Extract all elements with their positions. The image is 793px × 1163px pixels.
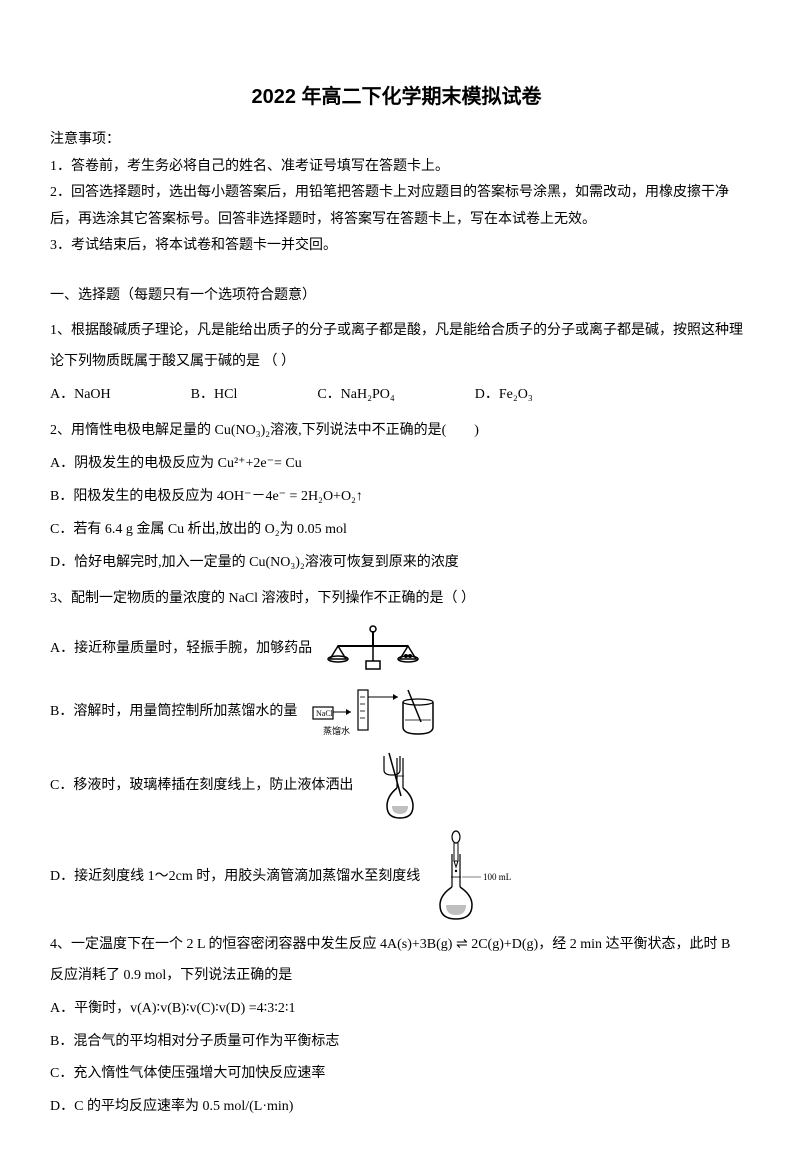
q1-opt-a: A．NaOH bbox=[50, 380, 111, 411]
q2-opt-a: A．阴极发生的电极反应为 Cu²⁺+2e⁻= Cu bbox=[50, 449, 743, 480]
notice-line-2: 2．回答选择题时，选出每小题答案后，用铅笔把答题卡上对应题目的答案标号涂黑，如需… bbox=[50, 180, 743, 233]
notice-block: 注意事项： 1．答卷前，考生务必将自己的姓名、准考证号填写在答题卡上。 2．回答… bbox=[50, 127, 743, 260]
q2-opt-c: C．若有 6.4 g 金属 Cu 析出,放出的 O₂为 0.05 mol bbox=[50, 515, 743, 546]
volume-label: 100 mL bbox=[483, 872, 511, 882]
notice-header: 注意事项： bbox=[50, 127, 743, 154]
q4-opt-b: B．混合气的平均相对分子质量可作为平衡标志 bbox=[50, 1027, 743, 1058]
q4-opt-c: C．充入惰性气体使压强增大可加快反应速率 bbox=[50, 1059, 743, 1090]
q1-stem: 1、根据酸碱质子理论，凡是能给出质子的分子或离子都是酸，凡是能给合质子的分子或离… bbox=[50, 316, 743, 378]
section-1-header: 一、选择题（每题只有一个选项符合题意） bbox=[50, 282, 743, 310]
q4-stem: 4、一定温度下在一个 2 L 的恒容密闭容器中发生反应 4A(s)+3B(g) … bbox=[50, 930, 743, 992]
q1-opt-b: B．HCl bbox=[191, 380, 238, 411]
dropper-flask-icon: 100 mL bbox=[426, 829, 526, 924]
q2-opt-b: B．阳极发生的电极反应为 4OH⁻－4e⁻ = 2H₂O+O₂↑ bbox=[50, 482, 743, 513]
notice-line-1: 1．答卷前，考生务必将自己的姓名、准考证号填写在答题卡上。 bbox=[50, 154, 743, 181]
q3-opt-c-row: C．移液时，玻璃棒插在刻度线上，防止液体洒出 bbox=[50, 748, 743, 823]
q3-opt-a: A．接近称量质量时，轻振手腕，加够药品 bbox=[50, 635, 312, 663]
q3-opt-a-row: A．接近称量质量时，轻振手腕，加够药品 bbox=[50, 621, 743, 676]
q3-opt-b-row: B．溶解时，用量筒控制所加蒸馏水的量 NaCl 蒸馏水 bbox=[50, 682, 743, 742]
q4-opt-a: A．平衡时，v(A)∶v(B)∶v(C)∶v(D) =4∶3∶2∶1 bbox=[50, 994, 743, 1025]
q3-stem: 3、配制一定物质的量浓度的 NaCl 溶液时，下列操作不正确的是（ ） bbox=[50, 584, 743, 615]
dissolve-setup-icon: NaCl 蒸馏水 bbox=[303, 682, 453, 742]
water-label: 蒸馏水 bbox=[323, 725, 350, 736]
q3-opt-b: B．溶解时，用量筒控制所加蒸馏水的量 bbox=[50, 698, 297, 726]
notice-line-3: 3．考试结束后，将本试卷和答题卡一并交回。 bbox=[50, 233, 743, 260]
q4-opt-d: D．C 的平均反应速率为 0.5 mol/(L·min) bbox=[50, 1092, 743, 1123]
q2-stem: 2、用惰性电极电解足量的 Cu(NO₃)₂溶液,下列说法中不正确的是( ) bbox=[50, 416, 743, 447]
q3-opt-d-row: D．接近刻度线 1～2cm 时，用胶头滴管滴加蒸馏水至刻度线 100 mL bbox=[50, 829, 743, 924]
q1-opt-c: C．NaH₂PO₄ bbox=[317, 380, 394, 411]
balance-scale-icon bbox=[318, 621, 428, 676]
q3-opt-d: D．接近刻度线 1～2cm 时，用胶头滴管滴加蒸馏水至刻度线 bbox=[50, 863, 420, 891]
q1-options: A．NaOH B．HCl C．NaH₂PO₄ D．Fe₂O₃ bbox=[50, 380, 743, 411]
q1-opt-d: D．Fe₂O₃ bbox=[475, 380, 533, 411]
nacl-label: NaCl bbox=[316, 709, 334, 718]
transfer-flask-icon bbox=[359, 748, 439, 823]
q2-opt-d: D．恰好电解完时,加入一定量的 Cu(NO₃)₂溶液可恢复到原来的浓度 bbox=[50, 548, 743, 579]
exam-title: 2022 年高二下化学期末模拟试卷 bbox=[50, 80, 743, 109]
q3-opt-c: C．移液时，玻璃棒插在刻度线上，防止液体洒出 bbox=[50, 772, 353, 800]
